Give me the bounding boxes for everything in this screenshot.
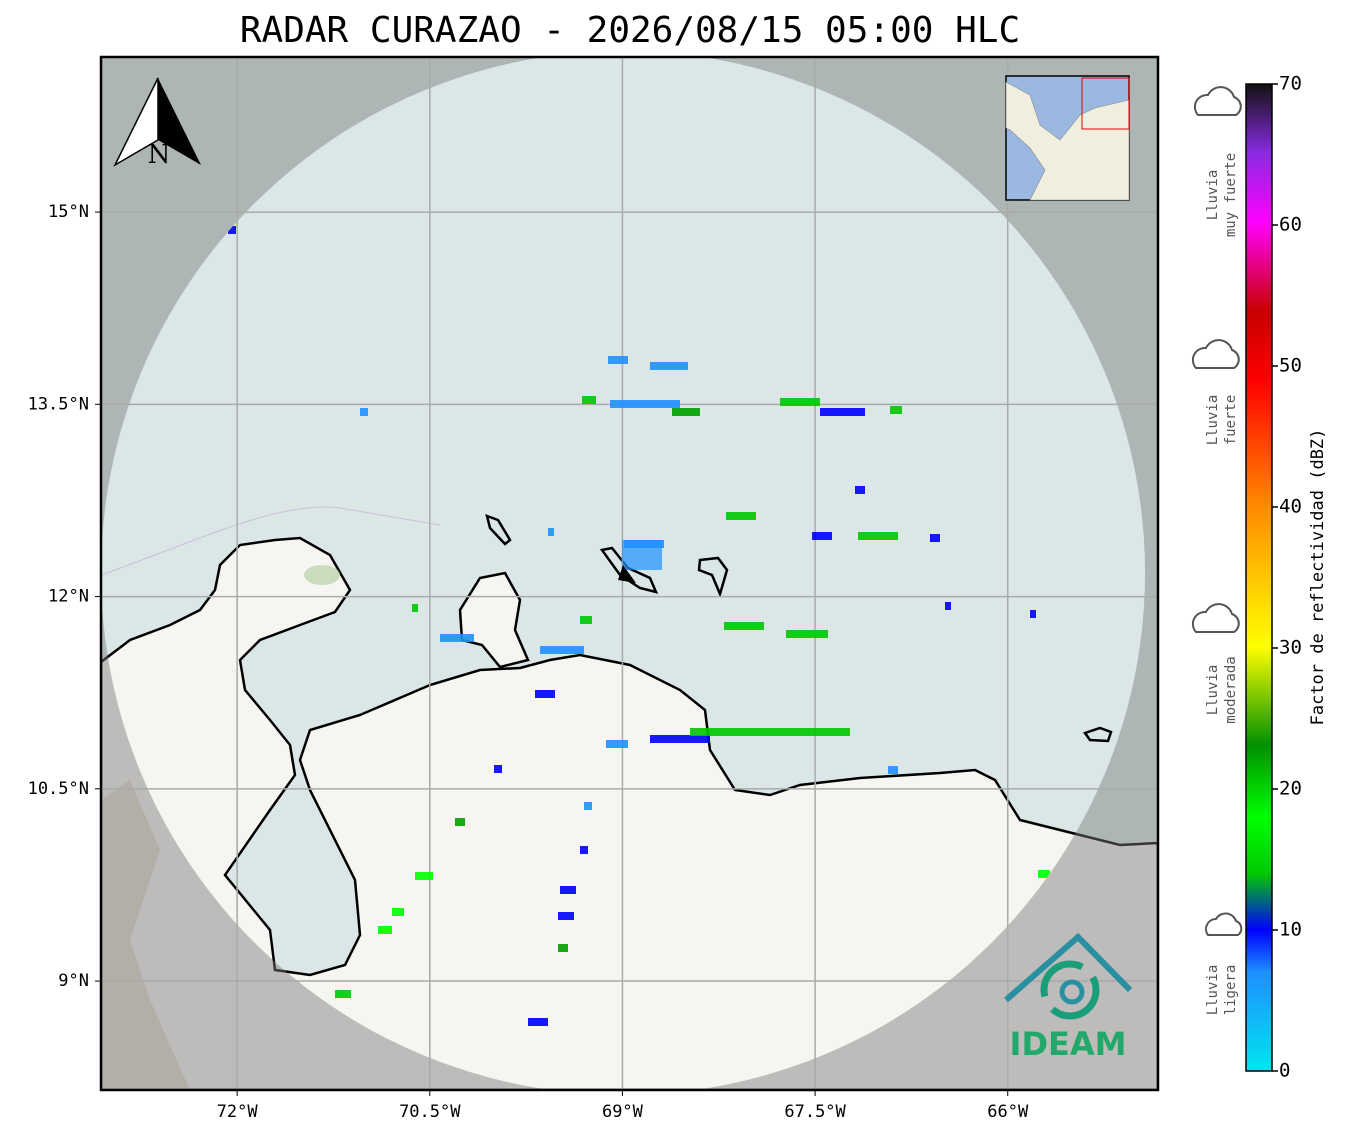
colorbar-tick-label: 50 [1279,355,1302,377]
echo [360,408,368,416]
echo [650,362,688,370]
y-tick-label: 13.5°N [28,394,89,414]
echo [582,396,596,404]
echo [335,990,351,998]
echo [858,532,898,540]
echo [412,604,418,612]
echo [855,486,865,494]
echo [945,602,951,610]
echo [580,616,592,624]
echo [535,690,555,698]
colorbar-tick-label: 30 [1279,637,1302,659]
rain-legend-label: ligera [1223,965,1239,1016]
echo [455,818,465,826]
rain-icons [1191,86,1243,936]
rain-legend-label: Lluvia [1205,395,1221,446]
north-arrow: N [113,77,201,170]
inset-map [1005,75,1130,201]
coastline [101,536,1158,1090]
colorbar-tick-label: 60 [1279,214,1302,236]
island [697,556,729,598]
north-label: N [148,140,171,170]
y-tick-label: 15°N [48,202,89,222]
x-tick-label: 66°W [987,1102,1029,1122]
echo [558,944,568,952]
echo [724,622,764,630]
colorbar [1245,83,1273,1072]
x-tick-label: 70.5°W [399,1102,461,1122]
ideam-logo: IDEAM [1004,932,1133,1063]
radar-echoes [228,226,1050,1026]
park [304,565,340,585]
colorbar-tick-label: 10 [1279,919,1302,941]
colorbar-label: Factor de reflectividad (dBZ) [1308,429,1328,726]
echo [606,740,628,748]
echo [690,728,850,736]
echo [528,1018,548,1026]
rain-legend-label: fuerte [1223,395,1239,446]
echo [890,406,902,414]
echo [820,408,865,416]
echo [584,802,592,810]
island [485,514,512,546]
rain-legend-label: Lluvia [1205,965,1221,1016]
echo [780,398,820,406]
echo [378,926,392,934]
rain-legend-label: Lluvia [1205,170,1221,221]
island [1082,726,1113,743]
boundary [101,506,441,576]
echo [440,634,474,642]
echo [786,630,828,638]
map-frame [99,55,1160,1092]
rain-legend-label: Lluvia [1205,665,1221,716]
rain-legend-label: muy fuerte [1223,153,1239,237]
echo [930,534,940,542]
echo [812,532,832,540]
y-tick-label: 9°N [58,971,89,991]
echo [650,735,710,743]
x-tick-label: 72°W [217,1102,259,1122]
echo [540,646,584,654]
echo [672,408,700,416]
echo [415,872,433,880]
echo [580,846,588,854]
echo [608,356,628,364]
echo [610,400,680,408]
logo-text: IDEAM [1010,1025,1127,1063]
map-area [101,57,1158,1090]
echo [392,908,404,916]
terrain [101,780,190,1090]
colorbar-tick-label: 70 [1279,73,1302,95]
title: RADAR CURAZAO - 2026/08/15 05:00 HLC [240,10,1020,51]
echo [494,765,502,773]
x-tick-label: 69°W [602,1102,644,1122]
echo [560,886,576,894]
y-tick-label: 12°N [48,587,89,607]
echo [558,912,574,920]
echo [548,528,554,536]
echo [888,766,898,774]
colorbar-tick-label: 0 [1279,1060,1290,1082]
echo [1030,610,1036,618]
y-tick-label: 10.5°N [28,779,89,799]
echo [622,540,662,570]
rain-legend-label: moderada [1223,656,1239,723]
echo [1038,870,1050,878]
x-tick-label: 67.5°W [784,1102,846,1122]
radar-site [618,565,636,583]
colorbar-tick-label: 20 [1279,778,1302,800]
echo [228,226,236,234]
echo [726,512,756,520]
colorbar-tick-label: 40 [1279,496,1302,518]
